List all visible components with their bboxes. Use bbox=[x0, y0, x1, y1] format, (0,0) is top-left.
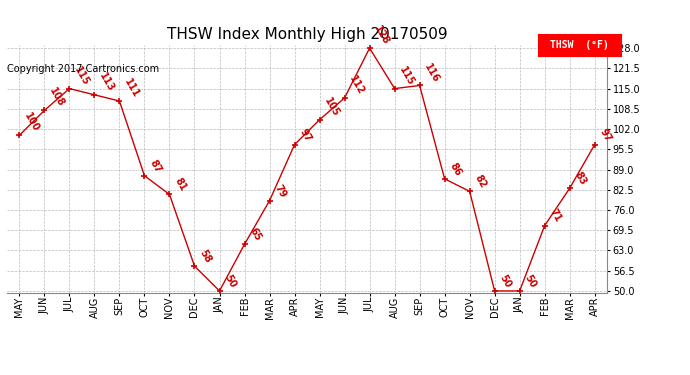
Text: 112: 112 bbox=[347, 74, 366, 96]
Text: 82: 82 bbox=[473, 173, 488, 190]
Title: THSW Index Monthly High 20170509: THSW Index Monthly High 20170509 bbox=[167, 27, 447, 42]
Text: 50: 50 bbox=[222, 273, 237, 290]
Point bbox=[64, 86, 75, 92]
Text: 97: 97 bbox=[598, 126, 613, 143]
Point bbox=[439, 176, 450, 182]
Point bbox=[214, 288, 225, 294]
Text: 97: 97 bbox=[297, 126, 313, 143]
Point bbox=[489, 288, 500, 294]
Text: 50: 50 bbox=[522, 273, 538, 290]
Point bbox=[389, 86, 400, 92]
Point bbox=[139, 173, 150, 179]
Point bbox=[264, 198, 275, 204]
Text: 111: 111 bbox=[122, 77, 141, 100]
Text: 58: 58 bbox=[197, 248, 213, 265]
Text: 113: 113 bbox=[97, 71, 116, 93]
Text: THSW  (°F): THSW (°F) bbox=[550, 40, 609, 50]
Point bbox=[239, 241, 250, 247]
Point bbox=[514, 288, 525, 294]
Point bbox=[339, 95, 350, 101]
Text: 86: 86 bbox=[447, 160, 463, 177]
Text: 87: 87 bbox=[147, 158, 163, 174]
Text: 100: 100 bbox=[22, 111, 41, 134]
Text: 50: 50 bbox=[497, 273, 513, 290]
Text: 65: 65 bbox=[247, 226, 263, 243]
Text: 81: 81 bbox=[172, 176, 188, 193]
Text: 128: 128 bbox=[373, 24, 391, 47]
Text: 79: 79 bbox=[273, 183, 288, 199]
Point bbox=[564, 185, 575, 191]
Point bbox=[364, 45, 375, 51]
Point bbox=[289, 142, 300, 148]
Point bbox=[314, 117, 325, 123]
Point bbox=[539, 223, 550, 229]
Text: 71: 71 bbox=[547, 207, 563, 224]
Text: 115: 115 bbox=[72, 64, 91, 87]
Point bbox=[464, 188, 475, 194]
Text: 108: 108 bbox=[47, 86, 66, 109]
Text: 115: 115 bbox=[397, 64, 416, 87]
Text: 105: 105 bbox=[322, 96, 341, 118]
Point bbox=[39, 107, 50, 113]
Text: 116: 116 bbox=[422, 62, 441, 84]
Point bbox=[189, 263, 200, 269]
Point bbox=[114, 98, 125, 104]
Point bbox=[414, 82, 425, 88]
Point bbox=[164, 191, 175, 197]
Point bbox=[14, 132, 25, 138]
Text: Copyright 2017 Cartronics.com: Copyright 2017 Cartronics.com bbox=[7, 64, 159, 74]
Point bbox=[89, 92, 100, 98]
Text: 83: 83 bbox=[573, 170, 588, 187]
Point bbox=[589, 142, 600, 148]
